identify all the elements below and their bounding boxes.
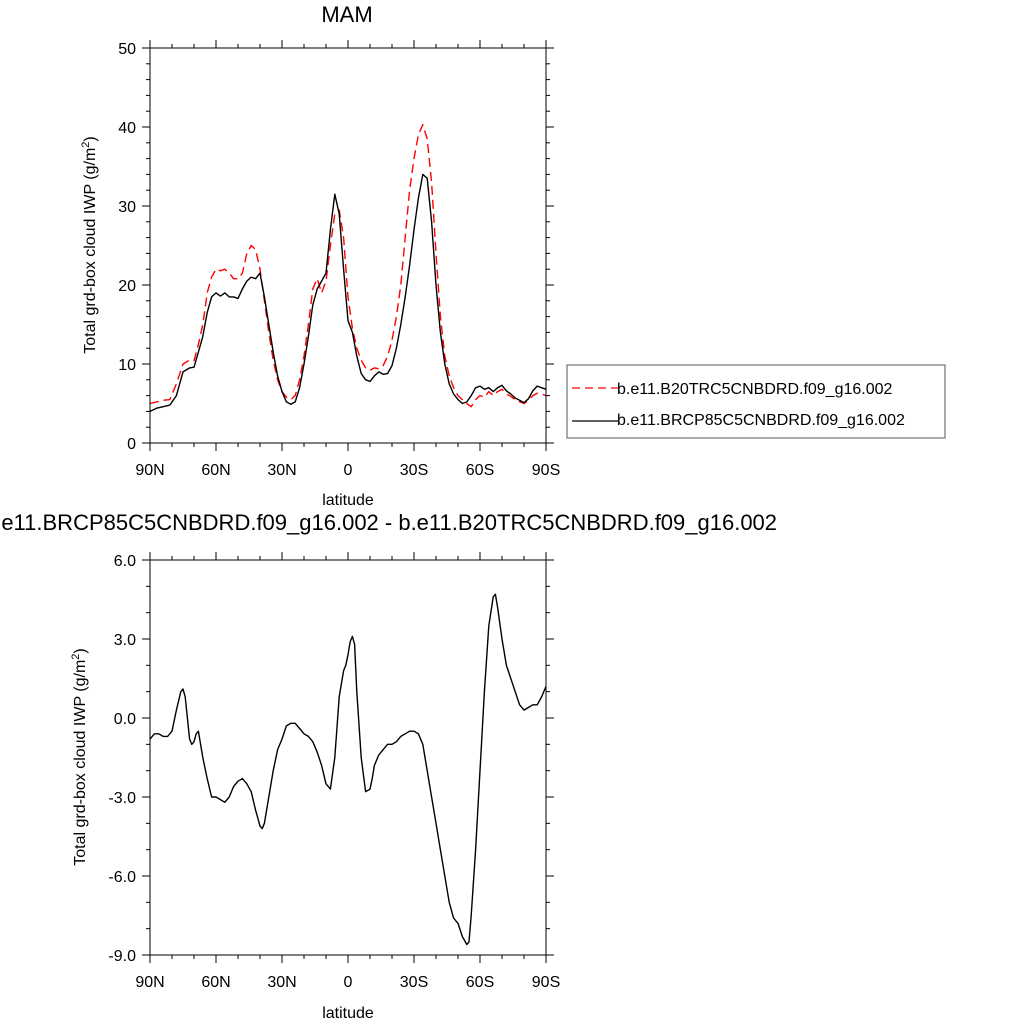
y-tick-label: 0.0 — [114, 711, 136, 728]
y-tick-label: 3.0 — [114, 632, 136, 649]
x-tick-label: 90N — [135, 462, 164, 479]
x-tick-label: 30N — [267, 462, 296, 479]
panel-top-chart: MAM 90N 60N 30N 0 30S 60S 90S 0 10 20 30 40 50 latit… — [80, 2, 946, 509]
y-tick-label: -9.0 — [108, 948, 136, 965]
y-tick-label: 6.0 — [114, 553, 136, 570]
legend-box — [566, 364, 946, 439]
y-tick-label: 30 — [118, 199, 136, 216]
bottom-series-line-1 — [149, 593, 547, 946]
bottom-plot-frame — [149, 559, 547, 956]
y-tick-label: 0 — [127, 436, 136, 453]
top-ticks: 90N 60N 30N 0 30S 60S 90S 0 10 20 30 40 50 — [118, 40, 560, 479]
top-series-line-1 — [149, 123, 547, 408]
top-series-group — [149, 123, 547, 413]
top-series-line-2 — [149, 173, 547, 413]
x-tick-label: 30S — [400, 462, 428, 479]
bottom-y-axis-label: Total grd-box cloud IWP (g/m2) — [70, 648, 89, 865]
legend-label-series-1: b.e11.B20TRC5CNBDRD.f09_g16.002 — [617, 381, 893, 398]
y-tick-label: -3.0 — [108, 790, 136, 807]
y-tick-label: 40 — [118, 120, 136, 137]
legend-label-series-2: b.e11.BRCP85C5CNBDRD.f09_g16.002 — [617, 412, 905, 429]
x-tick-label: 30N — [267, 974, 296, 991]
bottom-ticks: 90N 60N 30N 0 30S 60S 90S -9.0 -6.0 -3.0 0.0 3.0 6.0 — [108, 552, 560, 991]
x-tick-label: 0 — [344, 974, 353, 991]
bottom-x-axis-label: latitude — [322, 1005, 374, 1022]
panel-bottom-chart: b.e11.BRCP85C5CNBDRD.f09_g16.002 - b.e11… — [0, 510, 777, 1022]
y-tick-label: -6.0 — [108, 869, 136, 886]
x-tick-label: 0 — [344, 462, 353, 479]
top-plot-frame — [149, 47, 547, 444]
legend: b.e11.B20TRC5CNBDRD.f09_g16.002 b.e11.BR… — [566, 364, 946, 439]
y-tick-label: 10 — [118, 357, 136, 374]
x-tick-label: 60N — [201, 974, 230, 991]
x-tick-label: 30S — [400, 974, 428, 991]
x-tick-label: 60S — [466, 462, 494, 479]
bottom-series-group — [149, 593, 547, 946]
top-y-axis-label: Total grd-box cloud IWP (g/m2) — [80, 136, 99, 353]
x-tick-label: 90S — [532, 462, 560, 479]
bottom-chart-title: b.e11.BRCP85C5CNBDRD.f09_g16.002 - b.e11… — [0, 510, 777, 535]
top-chart-title: MAM — [321, 2, 372, 27]
top-x-axis-label: latitude — [322, 492, 374, 509]
y-tick-label: 50 — [118, 41, 136, 58]
x-tick-label: 60S — [466, 974, 494, 991]
x-tick-label: 60N — [201, 462, 230, 479]
x-tick-label: 90N — [135, 974, 164, 991]
x-tick-label: 90S — [532, 974, 560, 991]
y-tick-label: 20 — [118, 278, 136, 295]
